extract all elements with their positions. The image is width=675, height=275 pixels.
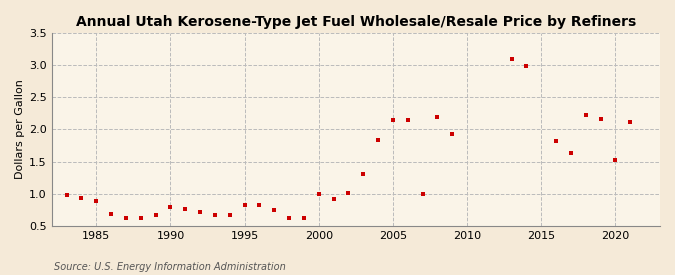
Point (417, 191, 428, 196)
Point (269, 208, 279, 212)
Point (595, 117, 606, 121)
Point (254, 203, 265, 208)
Point (76, 196, 87, 200)
Point (106, 212, 117, 216)
Point (91, 199, 102, 204)
Point (387, 118, 398, 123)
Point (165, 204, 176, 209)
Point (566, 150, 576, 155)
Point (521, 64, 532, 68)
Point (194, 210, 205, 214)
Point (447, 132, 458, 136)
Point (284, 215, 294, 220)
Point (358, 172, 369, 177)
Point (328, 197, 339, 201)
Title: Annual Utah Kerosene-Type Jet Fuel Wholesale/Resale Price by Refiners: Annual Utah Kerosene-Type Jet Fuel Whole… (76, 15, 636, 29)
Point (343, 191, 354, 195)
Point (373, 138, 383, 142)
Point (610, 158, 621, 163)
Point (239, 202, 250, 207)
Point (402, 118, 413, 122)
Point (580, 113, 591, 117)
Point (209, 213, 220, 217)
Point (224, 213, 235, 217)
Point (151, 213, 161, 217)
Point (313, 191, 324, 196)
Point (551, 139, 562, 143)
Text: Source: U.S. Energy Information Administration: Source: U.S. Energy Information Administ… (54, 262, 286, 272)
Point (121, 215, 132, 220)
Y-axis label: Dollars per Gallon: Dollars per Gallon (15, 79, 25, 179)
Point (61, 193, 72, 197)
Point (506, 56, 517, 61)
Point (625, 120, 636, 124)
Point (136, 216, 146, 220)
Point (432, 114, 443, 119)
Point (298, 215, 309, 220)
Point (180, 207, 191, 211)
